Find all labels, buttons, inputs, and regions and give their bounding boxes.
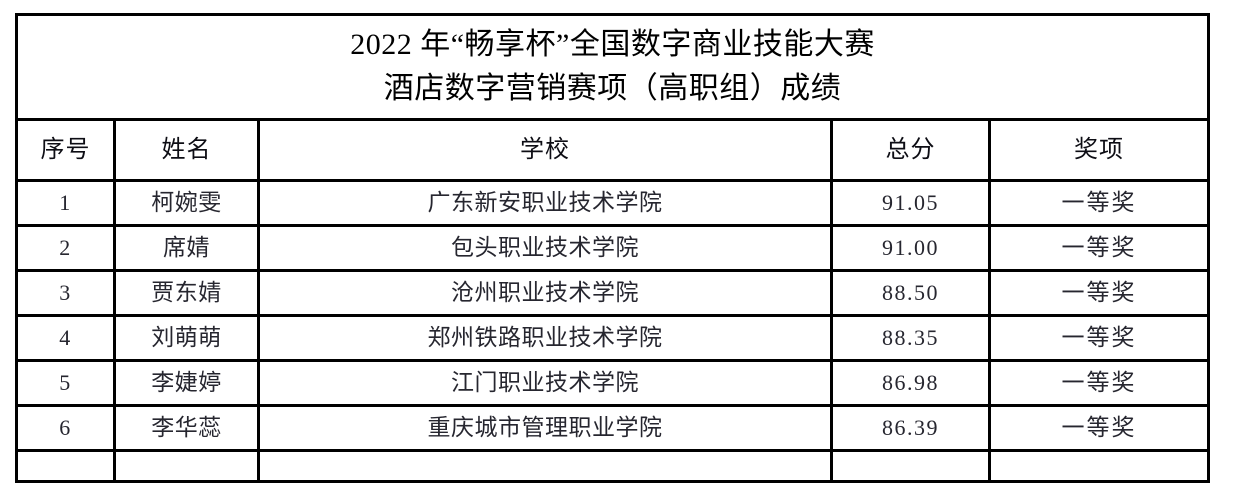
cell-name xyxy=(113,449,260,483)
column-header-name: 姓名 xyxy=(113,118,260,182)
table-row: 5 李婕婷 江门职业技术学院 86.98 一等奖 xyxy=(15,359,1211,407)
cell-rank: 3 xyxy=(15,269,116,317)
cell-name: 李华蕊 xyxy=(113,404,260,452)
cell-score: 86.98 xyxy=(830,359,991,407)
competition-results-table: 2022 年“畅享杯”全国数字商业技能大赛 酒店数字营销赛项（高职组）成绩 序号… xyxy=(14,13,1211,483)
table-header-row: 序号 姓名 学校 总分 奖项 xyxy=(15,118,1211,182)
cell-name: 贾东婧 xyxy=(113,269,260,317)
cell-award xyxy=(987,449,1211,483)
table-row: 3 贾东婧 沧州职业技术学院 88.50 一等奖 xyxy=(15,269,1211,317)
cell-name: 席婧 xyxy=(113,224,260,272)
cell-award: 一等奖 xyxy=(987,359,1211,407)
cell-award: 一等奖 xyxy=(987,314,1211,362)
cell-school xyxy=(257,449,833,483)
cell-score: 91.00 xyxy=(830,224,991,272)
cell-school: 包头职业技术学院 xyxy=(257,224,833,272)
document-title: 2022 年“畅享杯”全国数字商业技能大赛 酒店数字营销赛项（高职组）成绩 xyxy=(14,13,1211,121)
column-header-score: 总分 xyxy=(830,118,991,182)
column-header-school: 学校 xyxy=(257,118,833,182)
cell-school: 江门职业技术学院 xyxy=(257,359,833,407)
cell-score: 88.50 xyxy=(830,269,991,317)
cell-rank: 6 xyxy=(15,404,116,452)
cell-name: 刘萌萌 xyxy=(113,314,260,362)
cell-rank: 1 xyxy=(15,179,116,227)
title-line-1: 2022 年“畅享杯”全国数字商业技能大赛 xyxy=(350,28,875,61)
title-row: 2022 年“畅享杯”全国数字商业技能大赛 酒店数字营销赛项（高职组）成绩 xyxy=(14,13,1211,121)
cell-rank: 2 xyxy=(15,224,116,272)
cell-name: 李婕婷 xyxy=(113,359,260,407)
cell-rank: 5 xyxy=(15,359,116,407)
cell-score: 91.05 xyxy=(830,179,991,227)
table-row: 2 席婧 包头职业技术学院 91.00 一等奖 xyxy=(15,224,1211,272)
cell-school: 沧州职业技术学院 xyxy=(257,269,833,317)
column-header-rank: 序号 xyxy=(15,118,116,182)
table-row-partial xyxy=(15,449,1211,483)
table-row: 1 柯婉雯 广东新安职业技术学院 91.05 一等奖 xyxy=(15,179,1211,227)
cell-score xyxy=(830,449,991,483)
cell-school: 郑州铁路职业技术学院 xyxy=(257,314,833,362)
cell-score: 86.39 xyxy=(830,404,991,452)
cell-award: 一等奖 xyxy=(987,224,1211,272)
column-header-award: 奖项 xyxy=(987,118,1211,182)
title-line-2: 酒店数字营销赛项（高职组）成绩 xyxy=(383,72,842,105)
table-row: 6 李华蕊 重庆城市管理职业学院 86.39 一等奖 xyxy=(15,404,1211,452)
cell-award: 一等奖 xyxy=(987,404,1211,452)
cell-score: 88.35 xyxy=(830,314,991,362)
cell-name: 柯婉雯 xyxy=(113,179,260,227)
cell-award: 一等奖 xyxy=(987,269,1211,317)
cell-award: 一等奖 xyxy=(987,179,1211,227)
cell-school: 重庆城市管理职业学院 xyxy=(257,404,833,452)
cell-rank xyxy=(15,449,116,483)
cell-rank: 4 xyxy=(15,314,116,362)
cell-school: 广东新安职业技术学院 xyxy=(257,179,833,227)
table-row: 4 刘萌萌 郑州铁路职业技术学院 88.35 一等奖 xyxy=(15,314,1211,362)
